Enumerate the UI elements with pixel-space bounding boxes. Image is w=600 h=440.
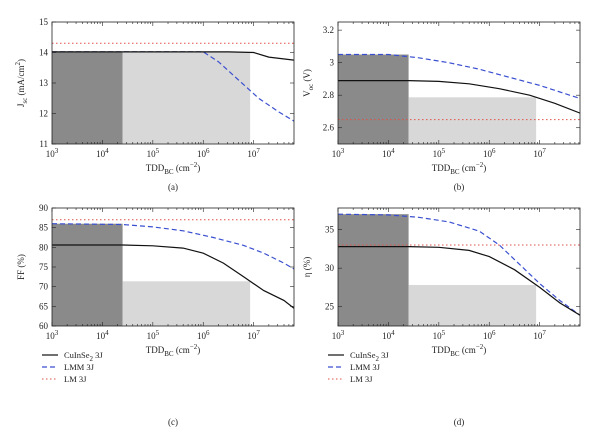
x-tick-label: 103​	[332, 147, 345, 159]
y-tick-label: 75	[39, 262, 49, 272]
x-tick-label: 106​	[483, 147, 496, 159]
legend-label-lmm: LMM 3J	[64, 362, 95, 372]
x-tick-label: 106​	[483, 329, 496, 341]
x-tick-label: 104​	[382, 329, 395, 341]
y-axis-label: η (%)	[302, 257, 312, 277]
x-tick-label: 103​	[46, 147, 59, 159]
series-lmm-b	[338, 53, 580, 100]
x-tick-label: 107​	[533, 147, 546, 159]
y-axis-label: Voc (V)	[302, 69, 315, 97]
x-tick-label: 105​	[433, 147, 446, 159]
series-cuinse-b	[338, 80, 580, 114]
series-lmm-a	[52, 51, 294, 122]
y-tick-label: 80	[39, 242, 49, 252]
legend-label-lm: LM 3J	[350, 374, 373, 384]
legend-label-lm: LM 3J	[64, 374, 87, 384]
x-axis-label: TDDBC (cm−2)	[146, 343, 201, 358]
panel-caption: (a)	[168, 182, 178, 192]
panel-a: 103​ 104​ 105​ 106​ 107​ 11 12 13 14 15 TDDBC (cm−…	[14, 17, 295, 192]
y-tick-label: 14	[39, 48, 49, 58]
y-tick-label: 25	[325, 302, 335, 312]
x-tick-label: 105​	[147, 147, 160, 159]
y-tick-label: 3	[330, 58, 335, 68]
y-tick-label: 90	[39, 203, 49, 213]
y-tick-label: 11	[39, 139, 48, 149]
region-dark-d	[338, 214, 409, 326]
x-tick-label: 107​	[247, 329, 260, 341]
series-lmm-d	[338, 213, 580, 316]
y-tick-label: 2.6	[323, 123, 335, 133]
series-cuinse-a	[52, 51, 294, 61]
panel-d: 103​ 104​ 105​ 106​ 107​ 25 30 35 TDDBC (cm−2) η …	[302, 207, 581, 427]
region-light-c	[122, 281, 251, 326]
panel-b: 103​ 104​ 105​ 106​ 107​ 2.6 2.8 3 3.2 TDDBC (cm−…	[302, 21, 581, 192]
y-tick-label: 2.8	[323, 90, 335, 100]
plot-frame-b	[337, 21, 581, 145]
x-tick-label: 105​	[147, 329, 160, 341]
region-dark-b	[338, 54, 409, 144]
x-tick-label: 105​	[433, 329, 446, 341]
y-tick-label: 13	[39, 78, 49, 88]
x-axis-label: TDDBC (cm−2)	[432, 161, 487, 176]
x-tick-label: 106​	[197, 329, 210, 341]
y-tick-label: 15	[39, 17, 49, 27]
y-axis-label: FF (%)	[16, 254, 26, 280]
region-light-d	[408, 284, 537, 326]
y-tick-label: 3.2	[323, 25, 334, 35]
panel-c: 103​ 104​ 105​ 106​ 107​ 60 65 70 75 80 85 90 TDDBC …	[16, 203, 295, 427]
plot-frame-d	[337, 207, 581, 327]
y-tick-label: 35	[325, 225, 335, 235]
y-axis-label: Jsc (mA/cm2)	[14, 59, 29, 107]
y-tick-label: 30	[325, 263, 335, 273]
x-tick-label: 106​	[197, 147, 210, 159]
legend-label-lmm: LMM 3J	[350, 362, 381, 372]
x-tick-label: 104​	[96, 147, 109, 159]
panel-caption: (b)	[454, 182, 465, 192]
region-light-b	[408, 97, 537, 144]
y-tick-label: 60	[39, 321, 49, 331]
region-light-a	[122, 51, 251, 144]
legend-label-cuinse: CuInSe2 3J	[64, 350, 103, 363]
x-tick-label: 103​	[46, 329, 59, 341]
x-tick-label: 104​	[382, 147, 395, 159]
x-tick-label: 103​	[332, 329, 345, 341]
x-axis-label: TDDBC (cm−2)	[432, 343, 487, 358]
region-dark-a	[52, 51, 123, 144]
x-tick-label: 107​	[533, 329, 546, 341]
series-cuinse-d	[338, 246, 580, 316]
panel-caption: (c)	[168, 417, 178, 427]
x-tick-label: 107​	[247, 147, 260, 159]
x-tick-label: 104​	[96, 329, 109, 341]
series-cuinse-c	[52, 244, 294, 309]
x-axis-label: TDDBC (cm−2)	[146, 161, 201, 176]
series-lmm-c	[52, 223, 294, 270]
y-tick-label: 12	[39, 109, 48, 119]
legend-label-cuinse: CuInSe2 3J	[350, 350, 389, 363]
panel-caption: (d)	[454, 417, 465, 427]
region-dark-c	[52, 223, 123, 326]
y-tick-label: 65	[39, 301, 49, 311]
y-tick-label: 70	[39, 282, 49, 292]
y-tick-label: 85	[39, 223, 49, 233]
